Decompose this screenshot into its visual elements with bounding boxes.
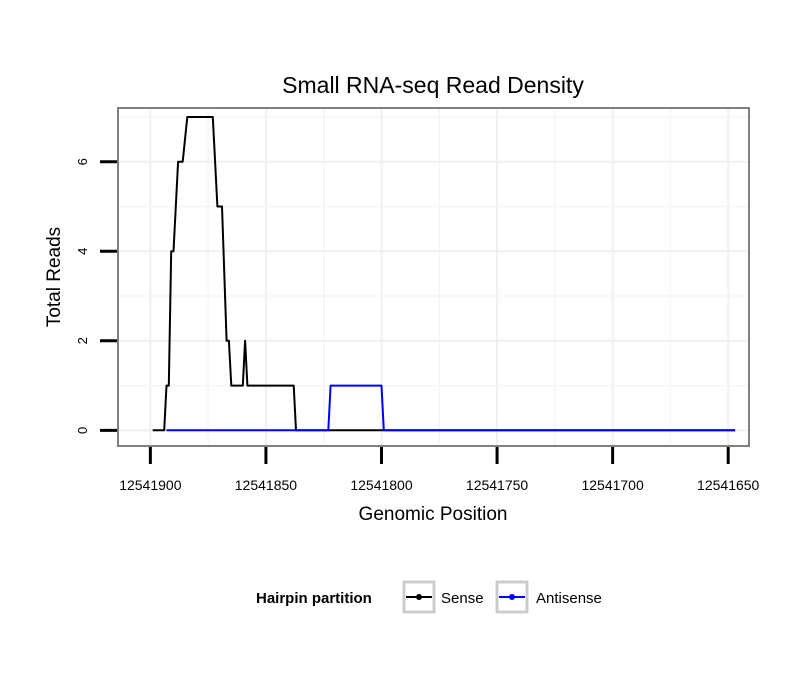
x-axis: 12541900 12541850 12541800 12541750 12541700… <box>119 447 760 493</box>
y-axis: 0 2 4 6 <box>75 158 117 434</box>
chart-title: Small RNA-seq Read Density <box>282 72 584 98</box>
x-tick-label: 12541700 <box>581 477 644 493</box>
y-tick-label: 0 <box>75 427 90 434</box>
x-tick-label: 12541900 <box>119 477 182 493</box>
y-tick-label: 4 <box>75 248 90 255</box>
x-tick-label: 12541800 <box>350 477 413 493</box>
legend-label-antisense: Antisense <box>536 590 602 607</box>
x-tick-label: 12541750 <box>466 477 529 493</box>
x-tick-label: 12541650 <box>697 477 760 493</box>
legend-title: Hairpin partition <box>256 590 372 607</box>
series-lines <box>152 116 736 432</box>
plot-panel <box>117 107 750 447</box>
y-axis-label: Total Reads <box>44 227 65 327</box>
y-tick-label: 6 <box>75 158 90 165</box>
series-line-sense <box>152 116 736 432</box>
legend-dot-antisense <box>509 594 515 600</box>
y-tick-label: 2 <box>75 337 90 344</box>
x-tick-label: 12541850 <box>235 477 298 493</box>
series-line-antisense <box>166 384 736 432</box>
x-axis-label: Genomic Position <box>359 504 508 525</box>
legend-label-sense: Sense <box>441 590 484 607</box>
legend: Hairpin partition Sense Antisense <box>256 580 602 614</box>
legend-dot-sense <box>416 594 422 600</box>
